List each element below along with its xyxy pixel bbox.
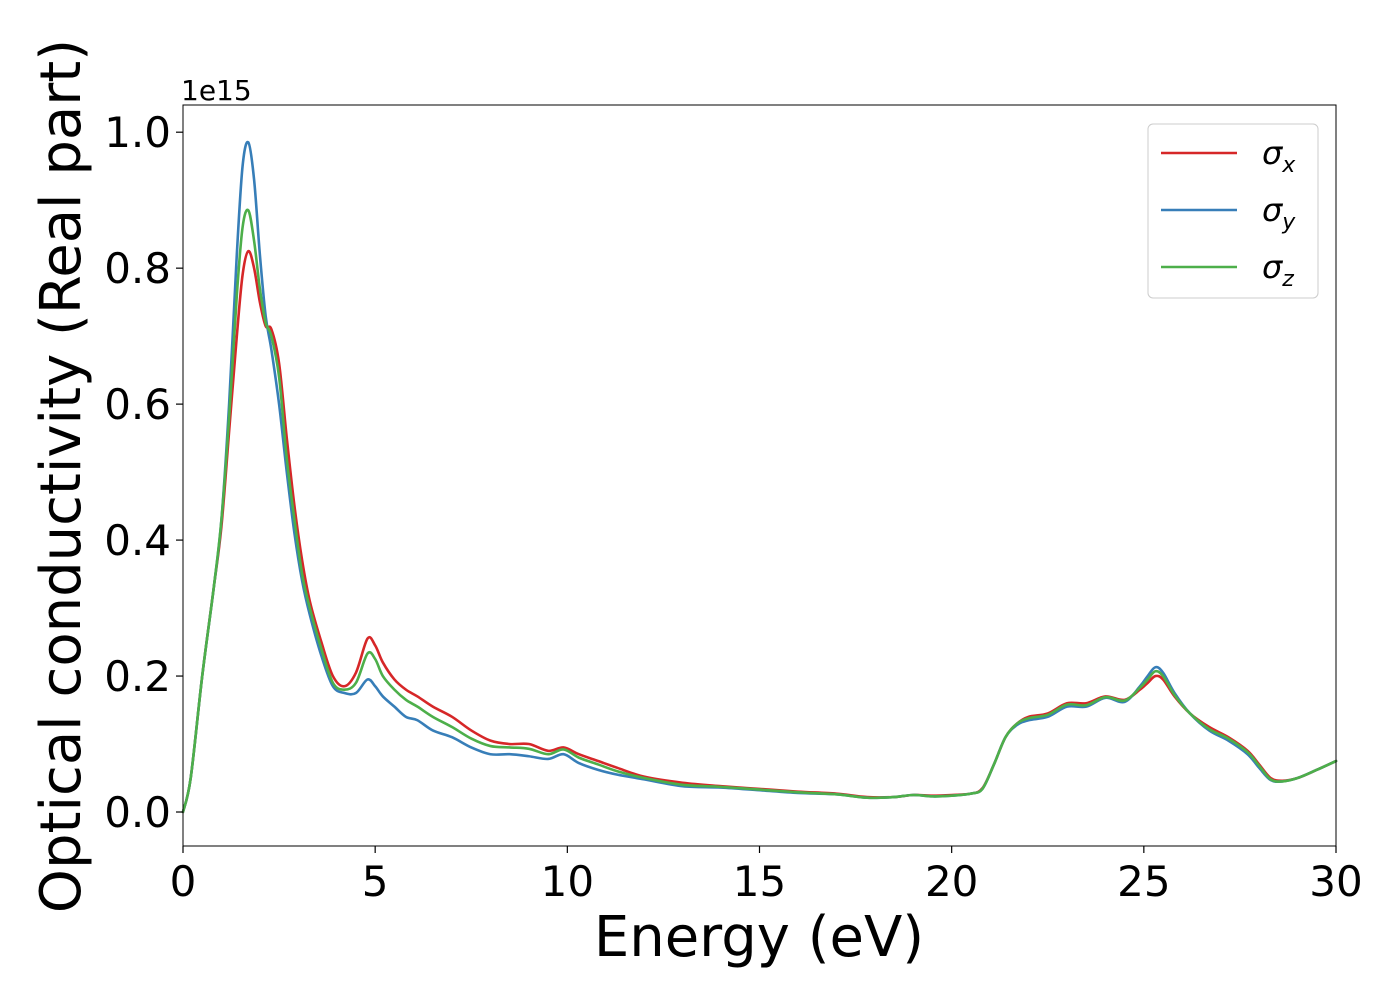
x-tick-label: 15 [733, 857, 786, 906]
x-tick-label: 5 [362, 857, 389, 906]
y-tick-label: 1.0 [104, 108, 171, 157]
y-tick-label: 0.0 [104, 788, 171, 837]
x-tick-label: 20 [925, 857, 978, 906]
x-axis-label: Energy (eV) [594, 905, 924, 970]
series-line-x [181, 249, 1338, 814]
y-tick-label: 0.4 [104, 516, 171, 565]
series-line-y [181, 140, 1338, 814]
y-tick-label: 0.6 [104, 380, 171, 429]
x-tick-label: 25 [1117, 857, 1170, 906]
y-offset-label: 1e15 [181, 74, 252, 107]
y-tick-label: 0.8 [104, 244, 171, 293]
y-axis: 0.0 0.2 0.4 0.6 0.8 1.0 [104, 108, 183, 837]
x-tick-label: 30 [1309, 857, 1362, 906]
x-tick-label: 10 [541, 857, 594, 906]
series-layer [181, 140, 1338, 814]
x-axis: 0 5 10 15 20 25 30 [170, 846, 1363, 906]
y-tick-label: 0.2 [104, 652, 171, 701]
plot-area [183, 105, 1336, 846]
y-axis-label: Optical conductivity (Real part) [29, 39, 94, 913]
series-line-z [181, 208, 1338, 814]
x-tick-label: 0 [170, 857, 197, 906]
